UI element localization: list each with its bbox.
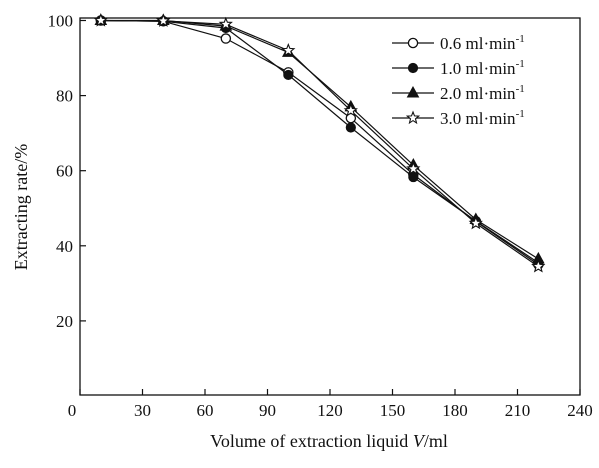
data-point — [220, 33, 232, 44]
data-point — [218, 16, 233, 31]
series-4 — [93, 13, 546, 273]
data-point — [93, 13, 108, 27]
series-1 — [95, 15, 544, 270]
x-axis-label: Volume of extraction liquid V/ml — [210, 431, 448, 451]
data-point — [406, 161, 421, 175]
legend-marker — [407, 62, 419, 74]
x-tick-label: 120 — [317, 401, 343, 420]
x-tick-label: 240 — [567, 401, 593, 420]
legend: 0.6 ml·min-1 1.0 ml·min-1 2.0 ml·min-1 3.0 … — [392, 33, 525, 128]
series-2 — [95, 15, 544, 268]
legend-label: 2.0 ml·min-1 — [440, 83, 525, 103]
x-tick-label: 90 — [259, 401, 276, 420]
legend-label: 0.6 ml·min-1 — [440, 33, 525, 53]
legend-marker — [406, 85, 420, 98]
x-tick-label: 0 — [68, 401, 77, 420]
legend-marker — [405, 110, 421, 125]
data-point — [468, 215, 483, 230]
x-tick-label: 30 — [134, 401, 151, 420]
data-point — [531, 259, 546, 273]
legend-marker — [407, 37, 419, 49]
data-point — [281, 43, 296, 57]
x-axis: 0 30 60 90 120 150 180 210 240 — [68, 389, 593, 420]
y-tick-label: 80 — [56, 87, 73, 106]
y-tick-label: 60 — [56, 162, 73, 181]
legend-item: 0.6 ml·min-1 — [392, 33, 525, 53]
y-axis: 20 40 60 80 100 — [48, 12, 86, 331]
x-tick-label: 210 — [505, 401, 531, 420]
series-layer — [93, 13, 546, 273]
legend-label: 1.0 ml·min-1 — [440, 58, 525, 78]
y-tick-label: 40 — [56, 237, 73, 256]
legend-item: 3.0 ml·min-1 — [392, 108, 525, 128]
data-point — [343, 103, 358, 117]
data-point — [156, 13, 171, 27]
x-tick-label: 60 — [197, 401, 214, 420]
legend-item: 2.0 ml·min-1 — [392, 83, 525, 103]
legend-label: 3.0 ml·min-1 — [440, 108, 525, 128]
x-tick-label: 150 — [380, 401, 406, 420]
y-tick-label: 20 — [56, 312, 73, 331]
x-tick-label: 180 — [442, 401, 468, 420]
data-point — [345, 122, 356, 133]
legend-item: 1.0 ml·min-1 — [392, 58, 525, 78]
y-axis-label: Extracting rate/% — [11, 144, 31, 270]
series-line — [100, 19, 539, 267]
y-tick-label: 100 — [48, 12, 74, 31]
data-point — [408, 171, 419, 183]
data-point — [283, 69, 294, 81]
